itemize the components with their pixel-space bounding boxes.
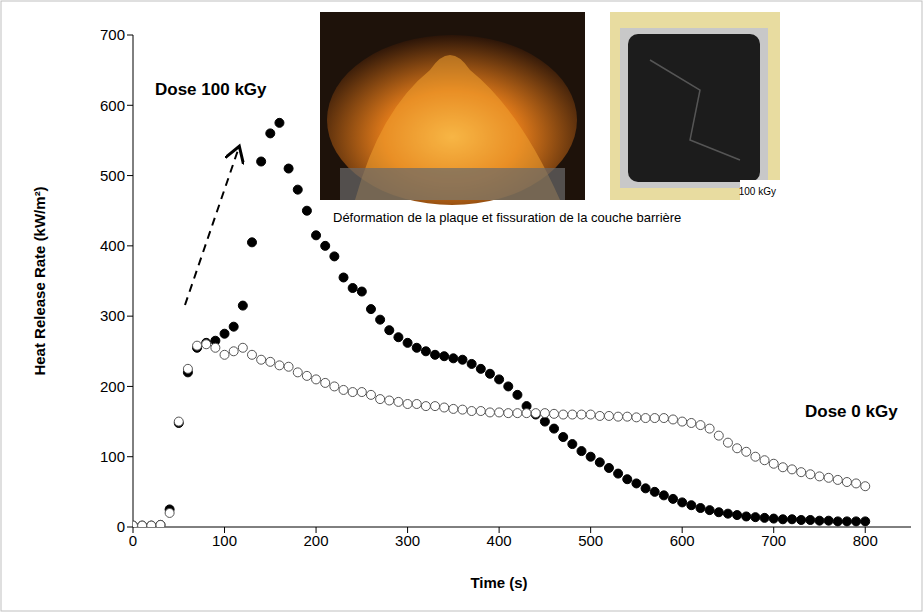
- svg-text:500: 500: [100, 167, 125, 184]
- svg-text:800: 800: [853, 532, 878, 549]
- svg-text:400: 400: [487, 532, 512, 549]
- svg-text:500: 500: [578, 532, 603, 549]
- svg-text:Dose 0 kGy: Dose 0 kGy: [805, 402, 898, 421]
- svg-text:300: 300: [100, 307, 125, 324]
- svg-text:100 kGy: 100 kGy: [739, 186, 776, 197]
- svg-text:0: 0: [117, 518, 125, 535]
- svg-text:400: 400: [100, 237, 125, 254]
- svg-text:600: 600: [670, 532, 695, 549]
- svg-text:600: 600: [100, 97, 125, 114]
- svg-text:200: 200: [100, 378, 125, 395]
- svg-text:Dose 100 kGy: Dose 100 kGy: [155, 80, 267, 99]
- svg-text:Déformation de la plaque et fi: Déformation de la plaque et fissuration …: [333, 210, 681, 225]
- svg-text:700: 700: [100, 26, 125, 43]
- svg-text:0: 0: [129, 532, 137, 549]
- svg-text:100: 100: [100, 448, 125, 465]
- svg-text:Time (s): Time (s): [470, 574, 527, 591]
- svg-text:200: 200: [304, 532, 329, 549]
- svg-text:100: 100: [212, 532, 237, 549]
- svg-text:700: 700: [761, 532, 786, 549]
- svg-text:Heat Release Rate (kW/m²): Heat Release Rate (kW/m²): [31, 186, 48, 375]
- svg-text:300: 300: [395, 532, 420, 549]
